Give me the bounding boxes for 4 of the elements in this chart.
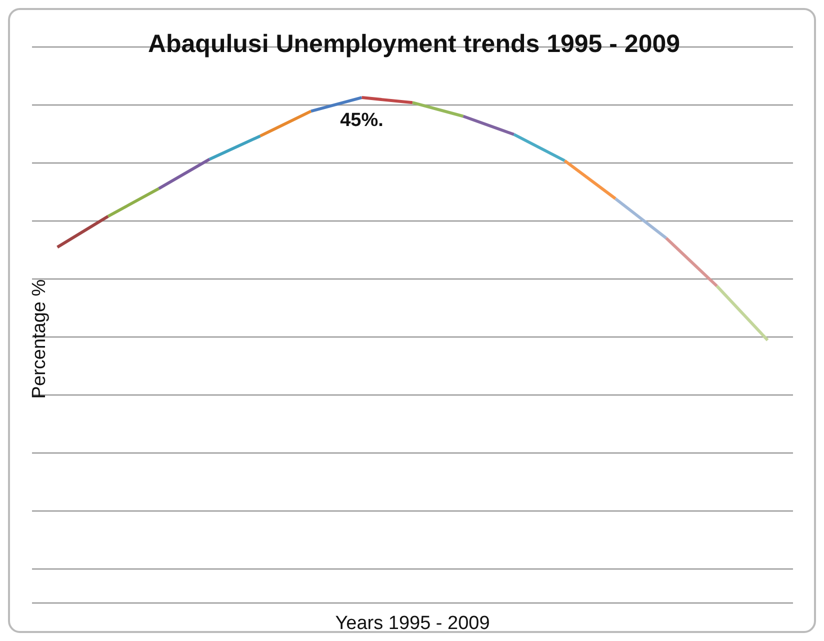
y-axis-title: Percentage % [29,278,51,401]
x-axis-title: Years 1995 - 2009 [335,613,490,634]
annotation: 45%. [339,110,384,132]
chart-title: Abaqulusi Unemployment trends 1995 - 2009 [146,30,682,59]
